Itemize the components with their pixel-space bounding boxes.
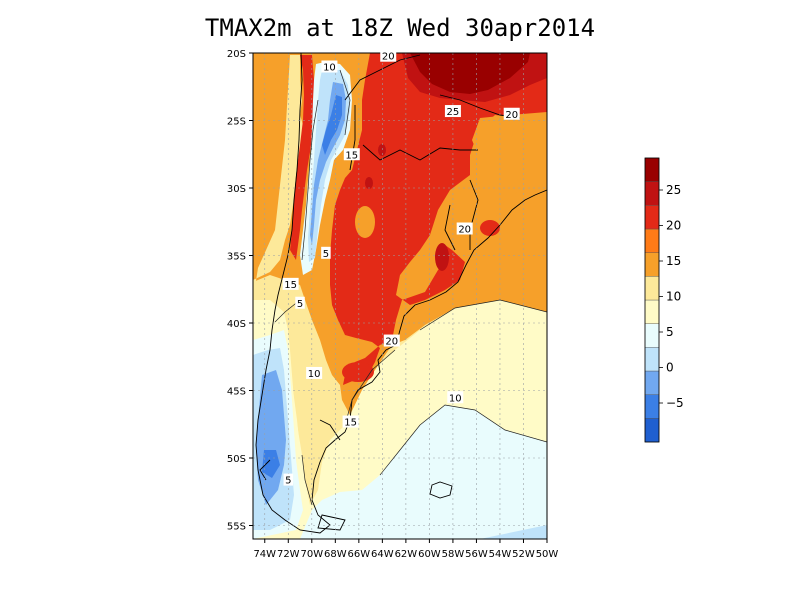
contour-label: 10: [308, 369, 321, 380]
lon-tick-label: 56W: [465, 549, 488, 560]
lat-tick-label: 20S: [227, 49, 246, 60]
lon-tick-label: 68W: [324, 549, 347, 560]
colorbar-swatch: [644, 394, 660, 419]
band-chile-coast: [253, 55, 303, 300]
colorbar-tick-label: 15: [666, 254, 681, 268]
band-andes-neg2: [322, 95, 342, 155]
contour-label-bg: [321, 60, 338, 73]
contour-label-bg: [503, 107, 520, 120]
band-sw-atl: [480, 525, 547, 539]
contour-label-bg: [295, 296, 305, 309]
contour-label: 10: [323, 63, 336, 74]
colorbar-swatch: [644, 157, 660, 182]
contour-label-bg: [342, 415, 359, 428]
contour-label: 20: [458, 225, 471, 236]
contour-label: 5: [297, 299, 303, 310]
contour-label-bg: [444, 105, 461, 118]
lon-tick-label: 50W: [536, 549, 559, 560]
contours: [274, 69, 547, 506]
contour-label: 20: [385, 337, 398, 348]
contour-label: 25: [447, 107, 460, 118]
contour-label: 5: [285, 476, 291, 487]
map-frame: [252, 52, 548, 540]
latitude-axis: 20S 25S 30S 35S 40S 45S 50S 55S: [227, 49, 253, 533]
contour-label-bg: [321, 246, 331, 259]
lon-tick-label: 60W: [418, 549, 441, 560]
lon-tick-label: 70W: [300, 549, 323, 560]
colorbar: −5 0 5 10 15 20 25: [644, 157, 684, 443]
lon-tick-label: 52W: [512, 549, 535, 560]
blob-orange: [355, 206, 375, 238]
blob-red2: [480, 220, 500, 236]
contour-label-bg: [306, 366, 323, 379]
lon-tick-label: 58W: [442, 549, 465, 560]
lon-tick-label: 54W: [489, 549, 512, 560]
colorbar-swatch: [644, 276, 660, 301]
contour-label-bg: [456, 222, 473, 235]
colorbar-swatch: [644, 299, 660, 324]
lat-tick-label: 25S: [227, 117, 246, 128]
colorbar-swatch: [644, 323, 660, 348]
colorbar-tick-label: 5: [666, 325, 674, 339]
contour-label: 15: [344, 418, 357, 429]
colorbar-tick-label: 0: [666, 361, 674, 375]
colorbar-swatch: [644, 252, 660, 277]
band-red-chile: [290, 55, 318, 260]
lat-tick-label: 55S: [227, 522, 246, 533]
contour-label-bg: [282, 277, 299, 290]
longitude-axis: 74W 72W 70W 68W 66W 64W 62W 60W 58W 56W 54W 52W 50W: [253, 539, 558, 560]
colorbar-tick-label: 25: [666, 183, 681, 197]
colorbar-swatch: [644, 347, 660, 372]
map-title: TMAX2m at 18Z Wed 30apr2014: [204, 14, 596, 42]
lat-tick-label: 35S: [227, 252, 246, 263]
contour-label-bg: [343, 148, 360, 161]
contour-label: 15: [284, 280, 297, 291]
band-red: [330, 53, 547, 385]
contour-label: 5: [323, 249, 329, 260]
colorbar-swatch: [644, 418, 660, 443]
blob-red: [435, 243, 449, 271]
colorbar-swatch: [644, 370, 660, 395]
contour-label-bg: [283, 473, 294, 486]
contour-label: 10: [449, 393, 462, 404]
colorbar-tick-label: 20: [666, 219, 681, 233]
colorbar-swatch: [644, 205, 660, 230]
colorbar-swatch: [644, 181, 660, 206]
lon-tick-label: 64W: [371, 549, 394, 560]
band-east-orange: [470, 185, 547, 275]
lon-tick-label: 72W: [277, 549, 300, 560]
lon-tick-label: 74W: [253, 549, 276, 560]
blob-red3: [342, 362, 374, 382]
band-ne-orange: [470, 112, 547, 225]
colorbar-tick-label: 10: [666, 290, 681, 304]
contour-label: 20: [382, 52, 395, 63]
contour-label: 20: [505, 110, 518, 121]
lat-tick-label: 30S: [227, 184, 246, 195]
contour-label: 15: [345, 150, 358, 161]
contour-label-bg: [380, 49, 397, 62]
lat-tick-label: 50S: [227, 454, 246, 465]
colorbar-tick-label: −5: [666, 396, 684, 410]
lat-tick-label: 45S: [227, 387, 246, 398]
band-south-neg2: [262, 450, 280, 478]
contour-label-bg: [383, 334, 400, 347]
coastlines: [255, 53, 547, 534]
lat-tick-label: 40S: [227, 319, 246, 330]
lon-tick-label: 66W: [348, 549, 371, 560]
temperature-field: [253, 53, 547, 539]
lon-tick-label: 62W: [395, 549, 418, 560]
colorbar-swatch: [644, 228, 660, 253]
colorbar-frame: [644, 157, 660, 443]
contour-label-bg: [447, 391, 464, 404]
gridlines: [253, 53, 547, 539]
